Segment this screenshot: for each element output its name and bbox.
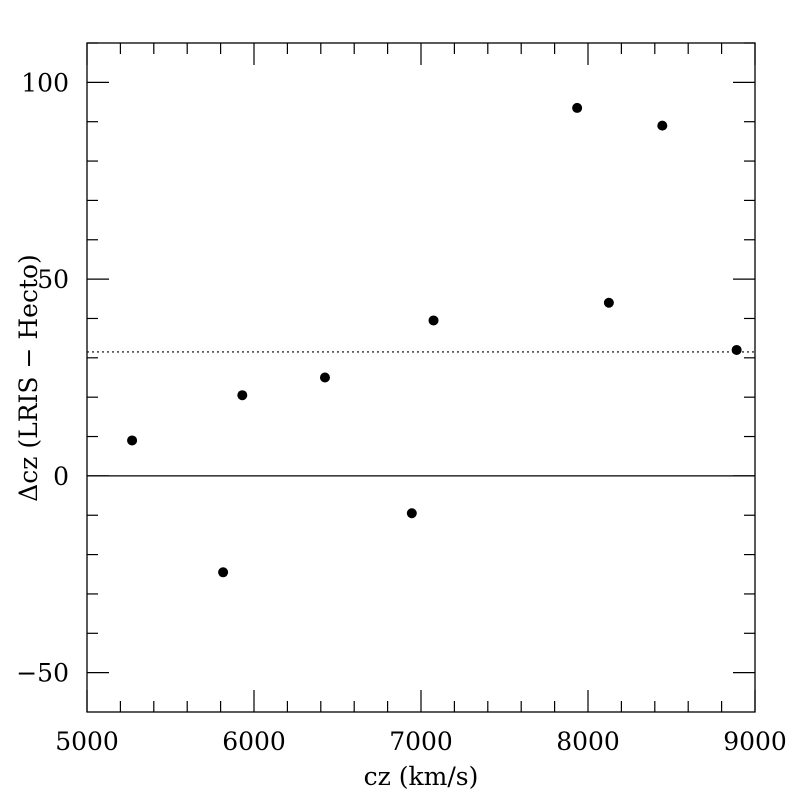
x-tick-label: 9000 [723,727,787,756]
data-point [572,102,583,113]
data-point [127,435,138,446]
x-tick-label: 8000 [556,727,620,756]
data-points [127,102,742,578]
plot-frame [86,42,756,713]
data-point [406,508,417,519]
x-tick-label: 5000 [55,727,119,756]
y-tick-labels: −50 0 50 100 [16,68,69,687]
x-tick-labels: 5000 6000 7000 8000 9000 [55,727,787,756]
x-tick-label: 7000 [389,727,453,756]
data-point [218,567,229,578]
data-point [319,372,330,383]
reference-lines [87,351,755,477]
data-point [428,315,439,326]
y-axis-label: Δcz (LRIS − Hecto) [14,254,43,502]
y-tick-label: 100 [21,68,69,97]
y-tick-label: 0 [53,462,69,491]
y-tick-label: 50 [37,265,69,294]
data-point [657,120,668,131]
data-point [237,390,248,401]
data-point [603,297,614,308]
x-tick-label: 6000 [222,727,286,756]
y-tick-label: −50 [16,659,69,688]
x-axis-label: cz (km/s) [364,762,479,791]
data-point [731,344,742,355]
axis-ticks [86,42,756,712]
